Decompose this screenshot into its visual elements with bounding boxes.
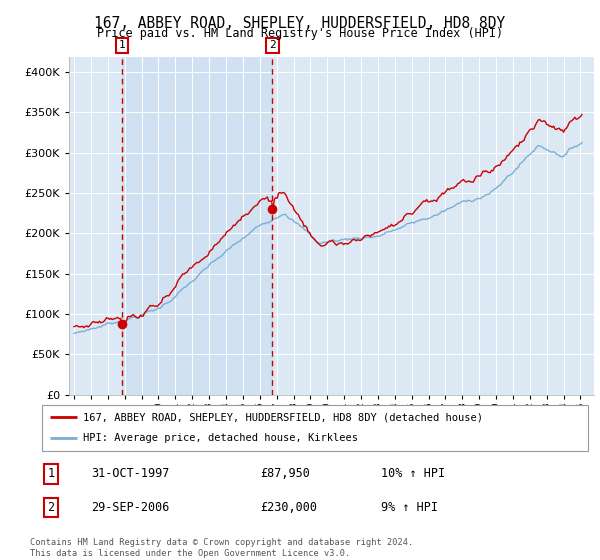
Text: 167, ABBEY ROAD, SHEPLEY, HUDDERSFIELD, HD8 8DY: 167, ABBEY ROAD, SHEPLEY, HUDDERSFIELD, … (94, 16, 506, 31)
Text: £87,950: £87,950 (260, 468, 310, 480)
Text: 10% ↑ HPI: 10% ↑ HPI (380, 468, 445, 480)
Text: 167, ABBEY ROAD, SHEPLEY, HUDDERSFIELD, HD8 8DY (detached house): 167, ABBEY ROAD, SHEPLEY, HUDDERSFIELD, … (83, 412, 483, 422)
Text: 29-SEP-2006: 29-SEP-2006 (91, 501, 170, 514)
Text: Contains HM Land Registry data © Crown copyright and database right 2024.
This d: Contains HM Land Registry data © Crown c… (30, 538, 413, 558)
Text: Price paid vs. HM Land Registry's House Price Index (HPI): Price paid vs. HM Land Registry's House … (97, 27, 503, 40)
Bar (122, 56, 272, 395)
Text: 1: 1 (47, 468, 55, 480)
Text: 9% ↑ HPI: 9% ↑ HPI (380, 501, 437, 514)
Text: 2: 2 (269, 40, 276, 50)
FancyBboxPatch shape (42, 405, 588, 451)
Text: 2: 2 (47, 501, 55, 514)
Text: 31-OCT-1997: 31-OCT-1997 (91, 468, 170, 480)
Text: £230,000: £230,000 (260, 501, 317, 514)
Text: 1: 1 (118, 40, 125, 50)
Text: HPI: Average price, detached house, Kirklees: HPI: Average price, detached house, Kirk… (83, 433, 358, 444)
